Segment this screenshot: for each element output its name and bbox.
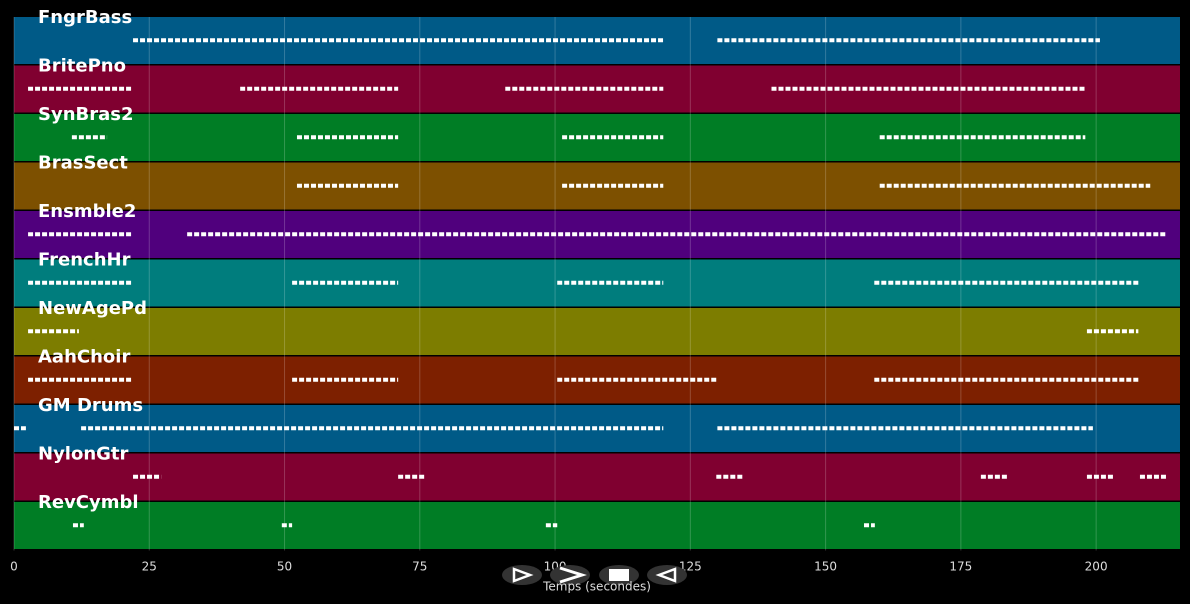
track-name: GM Drums xyxy=(38,395,143,416)
track-name: RevCymbl xyxy=(38,492,139,513)
track-name: NewAgePd xyxy=(38,298,147,319)
track-name: AahChoir xyxy=(38,347,130,368)
x-tick-label: 175 xyxy=(949,560,972,574)
stop-button[interactable] xyxy=(599,565,639,585)
playback-controls xyxy=(502,565,687,585)
fast-forward-button[interactable] xyxy=(550,565,590,585)
track-name: BritePno xyxy=(38,56,126,77)
x-tick-label: 150 xyxy=(814,560,837,574)
track-name: Ensmble2 xyxy=(38,201,136,222)
x-tick-label: 125 xyxy=(679,560,702,574)
track-name: FrenchHr xyxy=(38,250,131,271)
track-name: SynBras2 xyxy=(38,104,134,125)
rewind-button[interactable] xyxy=(647,565,687,585)
x-tick-label: 200 xyxy=(1085,560,1108,574)
play-button[interactable] xyxy=(502,565,542,585)
track-name: FngrBass xyxy=(38,7,132,28)
labels: FngrBass BritePno SynBras2 BrasSect Ensmble2… xyxy=(10,7,1107,574)
notes xyxy=(14,38,1167,528)
track-name: BrasSect xyxy=(38,153,128,174)
x-axis-label: Temps (secondes) xyxy=(542,580,651,594)
track-row xyxy=(14,308,1180,355)
x-tick-label: 75 xyxy=(412,560,427,574)
track-name: NylonGtr xyxy=(38,444,129,465)
track-row xyxy=(14,502,1180,549)
x-tick-label: 0 xyxy=(10,560,18,574)
x-tick-label: 50 xyxy=(277,560,292,574)
track-row xyxy=(14,162,1180,210)
track-row xyxy=(14,114,1180,161)
x-tick-label: 25 xyxy=(142,560,157,574)
